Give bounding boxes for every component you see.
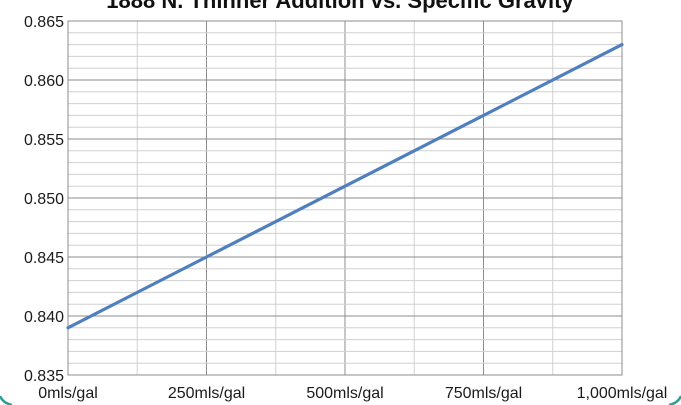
y-tick-label: 0.860 <box>24 73 64 90</box>
chart-title: 1888 N. Thinner Addition vs. Specific Gr… <box>106 0 574 13</box>
frame-corner-right <box>668 395 681 405</box>
axes: 0.835 0.840 0.845 0.850 0.855 0.860 0.865 0mls/… <box>24 14 667 402</box>
plot-area-border <box>67 20 623 376</box>
x-tick-label: 250mls/gal <box>168 385 245 402</box>
x-tick-label: 0mls/gal <box>38 385 98 402</box>
series-layer <box>66 42 624 330</box>
y-tick-label: 0.855 <box>24 132 64 149</box>
series-line <box>66 42 624 330</box>
frame-corner-left <box>0 395 13 405</box>
y-tick-label: 0.840 <box>24 309 64 326</box>
x-tick-label: 1,000mls/gal <box>577 385 668 402</box>
y-tick-label: 0.845 <box>24 250 64 267</box>
x-tick-label: 750mls/gal <box>445 385 522 402</box>
y-tick-label: 0.835 <box>24 368 64 385</box>
grid <box>67 20 623 376</box>
x-tick-label: 500mls/gal <box>306 385 383 402</box>
y-tick-label: 0.850 <box>24 191 64 208</box>
y-tick-label: 0.865 <box>24 14 64 31</box>
